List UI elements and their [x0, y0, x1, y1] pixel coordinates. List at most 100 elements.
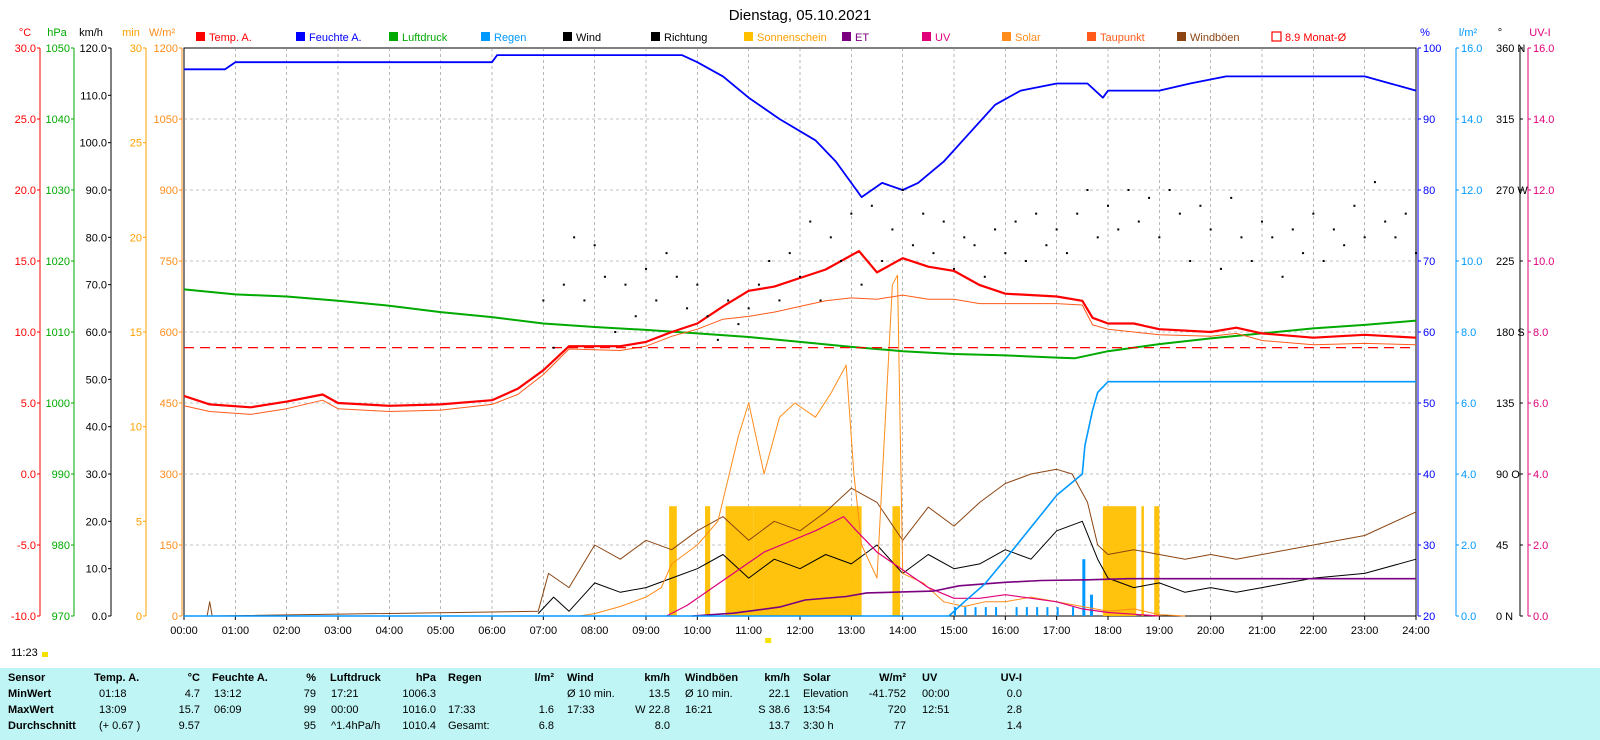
sunshine-bar: [669, 506, 677, 616]
legend-label: Solar: [1015, 32, 1041, 44]
wind-axis-tick-label: 100.0: [79, 138, 107, 150]
stats-row-label: Durchschnitt: [8, 720, 76, 732]
stats-humidity-value: 95: [303, 720, 316, 732]
pressure-axis-tick-label: 970: [52, 611, 70, 623]
x-tick-label: 15:00: [940, 625, 968, 637]
wind-axis-tick-label: 0.0: [92, 611, 107, 623]
solar-axis-tick-label: 1200: [154, 43, 178, 55]
temp-axis-tick-label: 15.0: [15, 256, 36, 268]
direction-point: [583, 299, 586, 302]
direction-point: [1384, 220, 1387, 223]
direction-point: [645, 267, 647, 270]
direction-axis-tick-label: 180 S: [1496, 327, 1525, 339]
rain-rate-bar: [1025, 607, 1028, 616]
stats-gusts-time: 16:21: [685, 704, 713, 716]
plot-area: 00:00 01:00 02:00 03:00 04:00 05:00 06:00 07:00…: [170, 47, 1430, 643]
stats-min-row: MinWert 01:18 4.7 13:12 79 17:21 1006.3 …: [0, 688, 1600, 704]
legend-label: Richtung: [664, 32, 707, 44]
solar-axis-unit: W/m²: [149, 27, 176, 39]
stats-wind-time: 17:33: [567, 704, 595, 716]
stats-rain-value: 6.8: [538, 720, 554, 732]
direction-point: [1353, 204, 1356, 207]
direction-point: [1261, 220, 1263, 223]
x-tick-label: 23:00: [1351, 625, 1379, 637]
direction-point: [942, 220, 945, 223]
stats-header-humidity: Feuchte A.: [212, 672, 268, 684]
legend-label: Sonnenschein: [757, 32, 827, 44]
direction-point: [1343, 244, 1346, 247]
x-tick-label: 12:00: [786, 625, 814, 637]
humidity-axis-tick-label: 20: [1423, 611, 1435, 623]
x-tick-label: 16:00: [992, 625, 1020, 637]
direction-point: [973, 244, 976, 247]
direction-point: [542, 299, 545, 302]
rain-rate-bar: [984, 607, 987, 616]
legend-swatch: [563, 32, 572, 41]
direction-point: [706, 315, 709, 318]
uv-axis-unit: UV-I: [1529, 27, 1550, 39]
pressure-axis-tick-label: 1000: [46, 398, 70, 410]
et-line: [692, 577, 1416, 617]
x-tick-label: 09:00: [632, 625, 660, 637]
direction-point: [675, 275, 678, 278]
direction-point: [1076, 212, 1079, 215]
direction-point: [870, 204, 873, 207]
rain-axis-tick-label: 10.0: [1461, 256, 1482, 268]
stats-header-pressure: Luftdruck: [330, 672, 381, 684]
direction-point: [860, 283, 863, 286]
stats-avg-row: Durchschnitt (+ 0.67 ) 9.57 95 ^1.4hPa/h…: [0, 720, 1600, 736]
direction-point: [994, 228, 997, 231]
direction-point: [737, 323, 740, 326]
chart-title: Dienstag, 05.10.2021: [729, 7, 872, 24]
sunshine-bar: [892, 506, 901, 616]
direction-point: [614, 331, 617, 333]
direction-point: [624, 283, 627, 286]
direction-point: [562, 283, 565, 286]
direction-point: [768, 260, 771, 262]
direction-point: [1404, 212, 1407, 215]
pressure-axis-tick-label: 1050: [46, 43, 70, 55]
chart-legend: Temp. A. Feuchte A. Luftdruck Regen Wind Rich…: [196, 31, 1347, 44]
direction-point: [716, 338, 719, 341]
humidity-axis-tick-label: 100: [1423, 43, 1441, 55]
pressure-axis-tick-label: 1030: [46, 185, 70, 197]
stats-header-gusts-unit: km/h: [764, 672, 790, 684]
left-axes: 30.025.020.015.010.05.00.0-5.0-10.0°C105…: [11, 27, 183, 623]
x-tick-label: 10:00: [684, 625, 712, 637]
wind-axis-tick-label: 120.0: [79, 43, 107, 55]
right-axes: 100 90 80 70 60 50 40 30 20% 16.0 14.0 12.0 10.0 8.0 6…: [1417, 27, 1554, 623]
rain-axis-tick-label: 0.0: [1461, 611, 1476, 623]
stats-pressure-value: 1010.4: [402, 720, 436, 732]
x-tick-label: 18:00: [1094, 625, 1122, 637]
direction-point: [1024, 260, 1027, 262]
legend-label: 8.9 Monat-Ø: [1285, 32, 1347, 44]
humidity-axis-tick-label: 50: [1423, 398, 1435, 410]
direction-axis-tick-label: 90 O: [1496, 469, 1520, 481]
direction-point: [1158, 236, 1161, 239]
wind-axis-tick-label: 40.0: [86, 422, 107, 434]
direction-axis-tick-label: 360 N: [1496, 43, 1525, 55]
temp-axis-tick-label: 5.0: [21, 398, 36, 410]
legend-label: Temp. A.: [209, 32, 252, 44]
sunshine-axis-tick-label: 5: [136, 516, 142, 528]
sunshine-axis-tick-label: 15: [130, 327, 142, 339]
pressure-axis-tick-label: 980: [52, 540, 70, 552]
rain-rate-bar: [1046, 607, 1049, 616]
stats-header-row: Sensor Temp. A. °C Feuchte A. % Luftdruc…: [0, 672, 1600, 688]
rain-axis-tick-label: 6.0: [1461, 398, 1476, 410]
direction-point: [1148, 196, 1151, 199]
rain-rate-bar: [1090, 594, 1094, 616]
direction-point: [593, 244, 596, 247]
direction-point: [1373, 181, 1376, 184]
direction-point: [829, 236, 832, 239]
uv-axis-tick-label: 10.0: [1533, 256, 1554, 268]
stats-header-humidity-unit: %: [306, 672, 316, 684]
uv-axis-tick-label: 14.0: [1533, 114, 1554, 126]
wind-axis-tick-label: 80.0: [86, 232, 107, 244]
uv-axis-tick-label: 8.0: [1533, 327, 1548, 339]
humidity-axis-tick-label: 70: [1423, 256, 1435, 268]
direction-point: [1332, 228, 1335, 231]
rain-rate-bar: [1015, 607, 1018, 616]
stats-header-wind: Wind: [567, 672, 594, 684]
direction-point: [1209, 228, 1212, 231]
